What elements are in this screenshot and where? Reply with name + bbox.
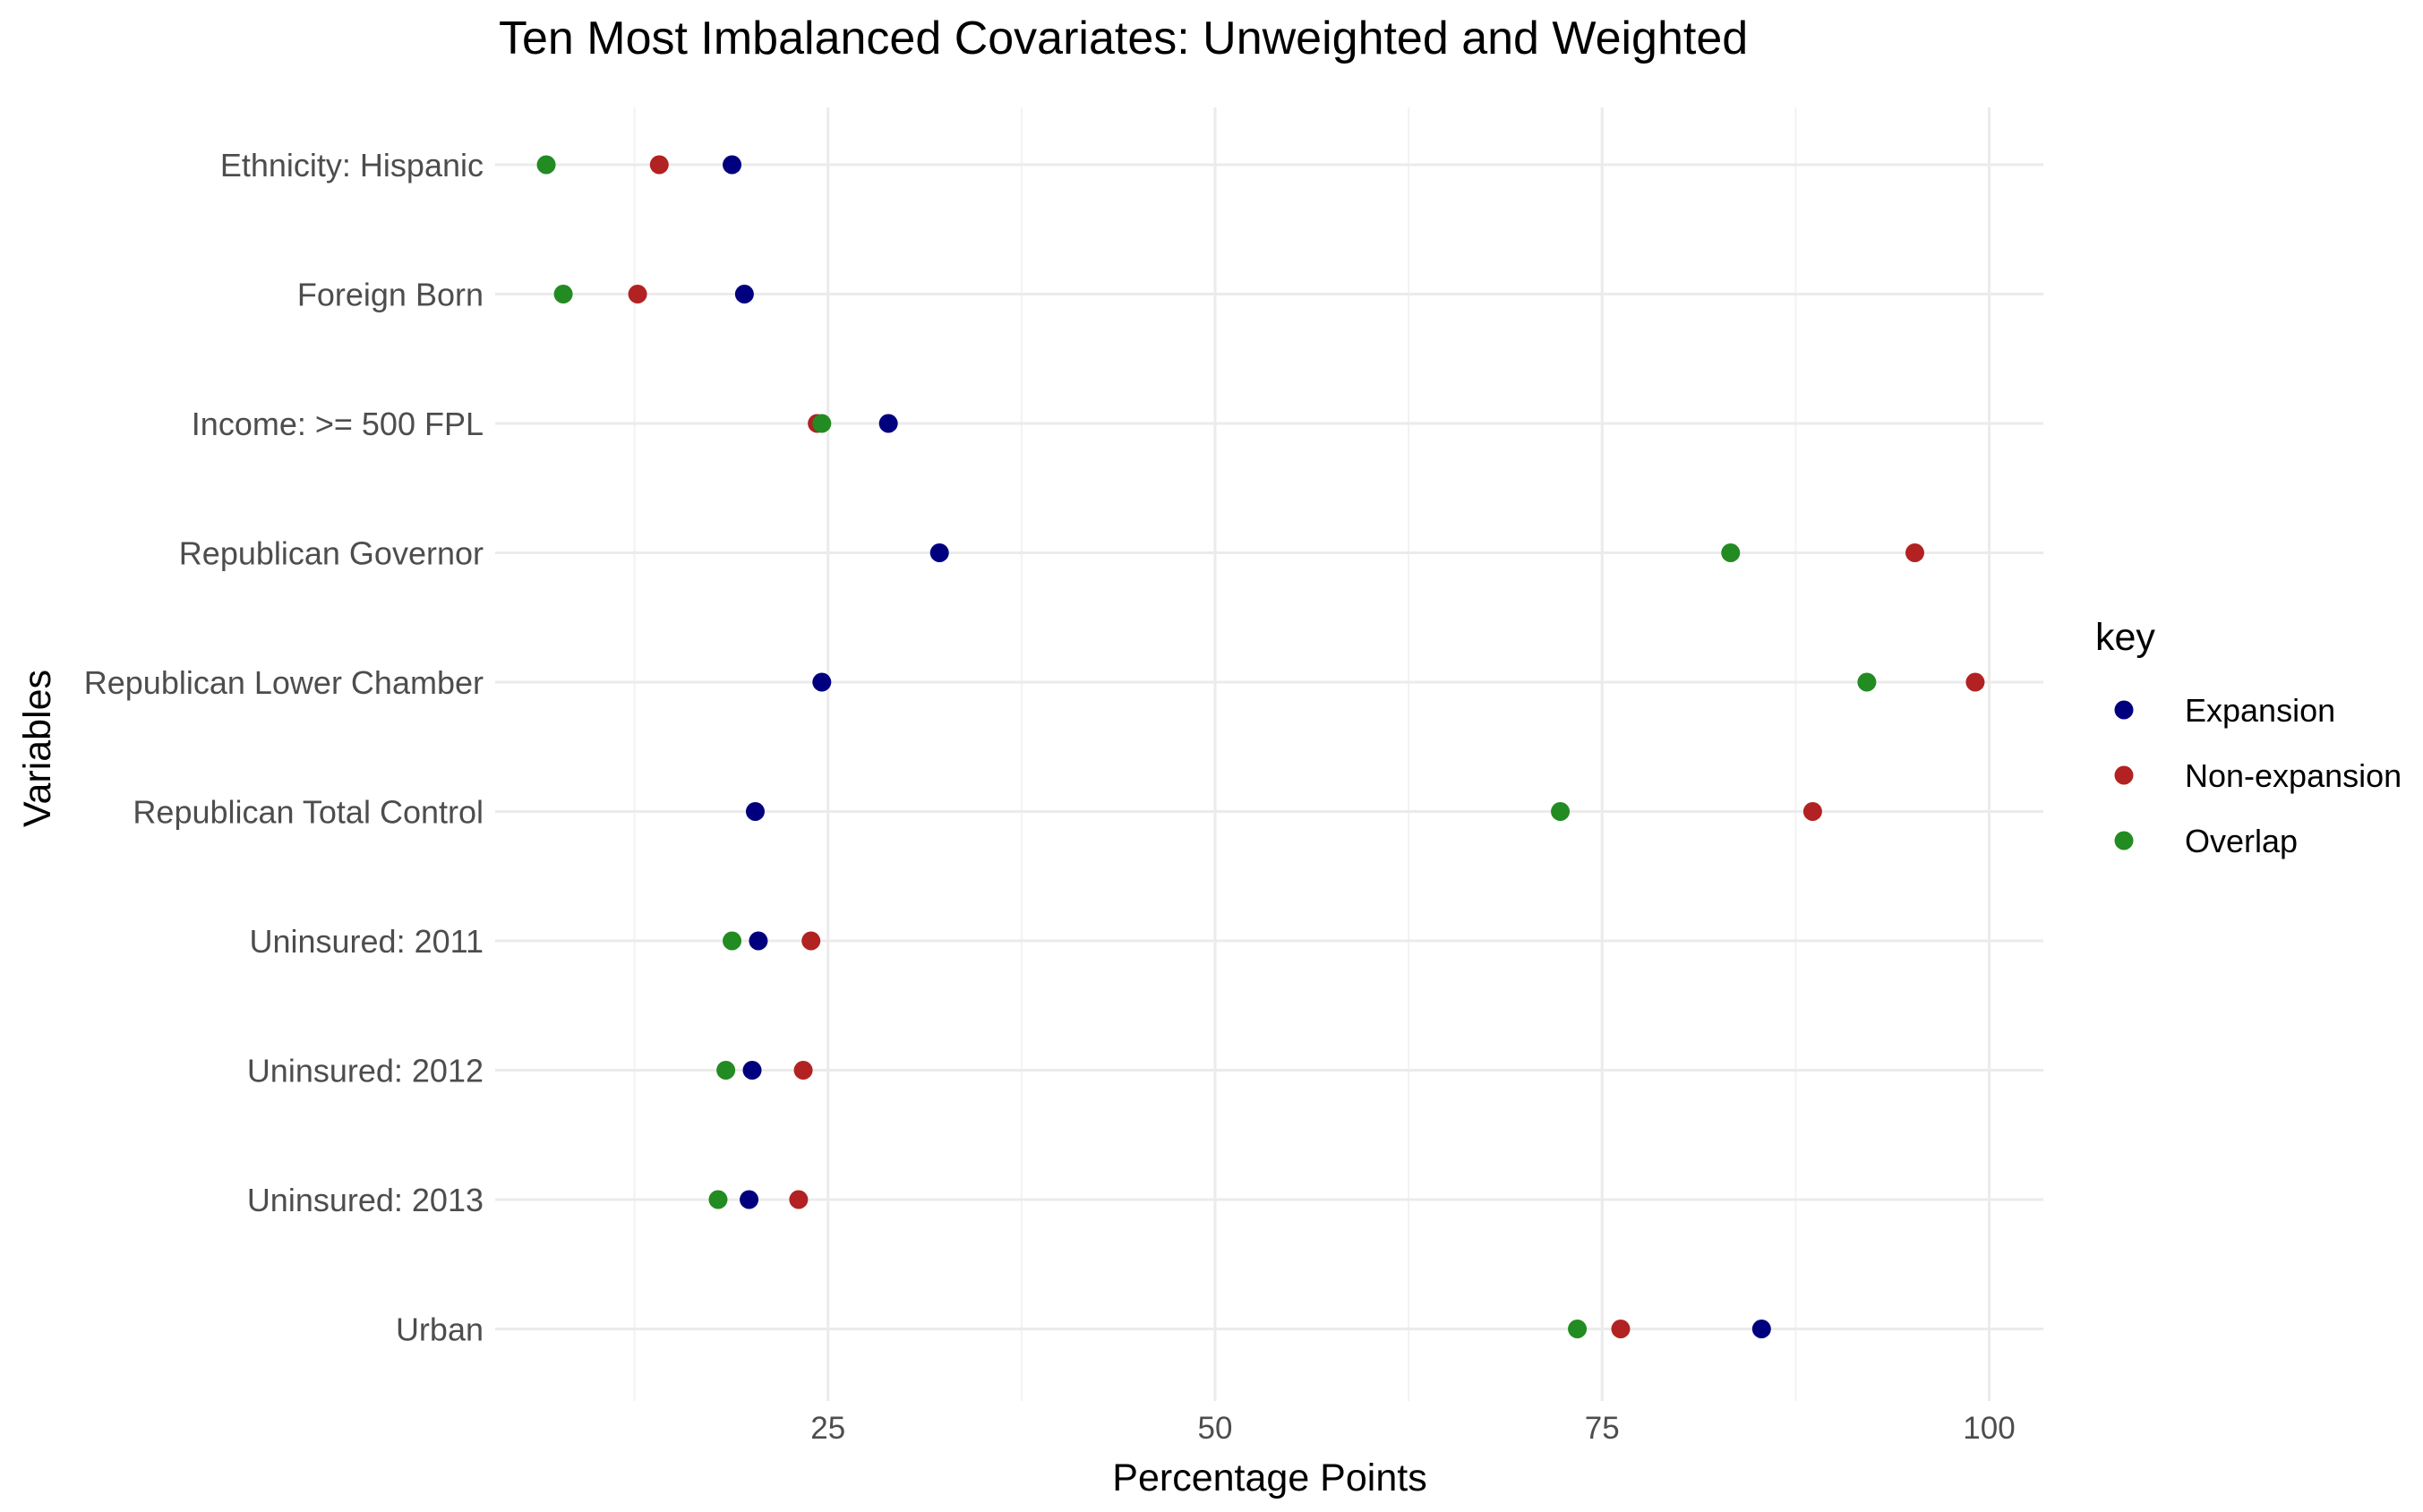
point-expansion	[878, 414, 898, 433]
point-non-expansion	[1802, 802, 1822, 821]
point-overlap	[723, 931, 742, 951]
chart-title: Ten Most Imbalanced Covariates: Unweight…	[499, 13, 1748, 64]
point-overlap	[716, 1061, 736, 1080]
point-expansion	[734, 285, 754, 303]
x-tick-label: 100	[1963, 1411, 2015, 1446]
grid-lines	[495, 107, 2043, 1401]
point-overlap	[536, 155, 556, 175]
legend-label: Non-expansion	[2185, 757, 2402, 794]
point-non-expansion	[801, 931, 821, 951]
point-expansion	[723, 155, 742, 175]
point-expansion	[740, 1190, 759, 1209]
point-non-expansion	[1905, 543, 1924, 562]
y-tick-label: Republican Lower Chamber	[84, 664, 484, 701]
x-tick-label: 75	[1585, 1411, 1620, 1446]
y-tick-label: Uninsured: 2011	[249, 923, 484, 960]
x-tick-label: 25	[810, 1411, 845, 1446]
y-tick-label: Foreign Born	[297, 277, 484, 313]
point-overlap	[812, 414, 832, 433]
legend-title: key	[2095, 616, 2155, 659]
legend-label: Expansion	[2185, 692, 2335, 729]
y-tick-label: Uninsured: 2012	[247, 1053, 484, 1089]
point-overlap	[1568, 1320, 1588, 1338]
point-non-expansion	[793, 1061, 813, 1080]
x-tick-label: 50	[1198, 1411, 1233, 1446]
legend: key Expansion Non-expansion Overlap	[2095, 616, 2402, 859]
y-tick-label: Income: >= 500 FPL	[192, 406, 484, 442]
point-overlap	[1857, 672, 1877, 692]
point-non-expansion	[1611, 1320, 1631, 1338]
legend-key	[2114, 831, 2134, 850]
y-axis-title: Variables	[16, 670, 59, 827]
point-overlap	[708, 1190, 728, 1209]
point-overlap	[1551, 802, 1571, 821]
y-tick-label: Urban	[396, 1311, 484, 1348]
point-non-expansion	[628, 285, 647, 303]
point-expansion	[742, 1061, 762, 1080]
y-tick-label: Ethnicity: Hispanic	[220, 147, 484, 184]
legend-key	[2114, 700, 2134, 720]
legend-key	[2114, 765, 2134, 785]
point-non-expansion	[649, 155, 669, 175]
legend-label: Overlap	[2185, 823, 2298, 859]
point-expansion	[929, 543, 949, 562]
data-points	[536, 155, 1985, 1338]
y-tick-label: Uninsured: 2013	[247, 1182, 484, 1218]
point-overlap	[553, 285, 573, 303]
point-expansion	[1751, 1320, 1771, 1338]
y-tick-label: Republican Total Control	[133, 794, 484, 831]
y-tick-label: Republican Governor	[179, 535, 484, 572]
point-expansion	[745, 802, 765, 821]
point-expansion	[812, 672, 832, 692]
point-expansion	[749, 931, 768, 951]
x-axis-title: Percentage Points	[1112, 1456, 1426, 1499]
axes: Ten Most Imbalanced Covariates: Unweight…	[16, 13, 2016, 1499]
point-overlap	[1721, 543, 1741, 562]
point-non-expansion	[1965, 672, 1985, 692]
point-non-expansion	[789, 1190, 809, 1209]
